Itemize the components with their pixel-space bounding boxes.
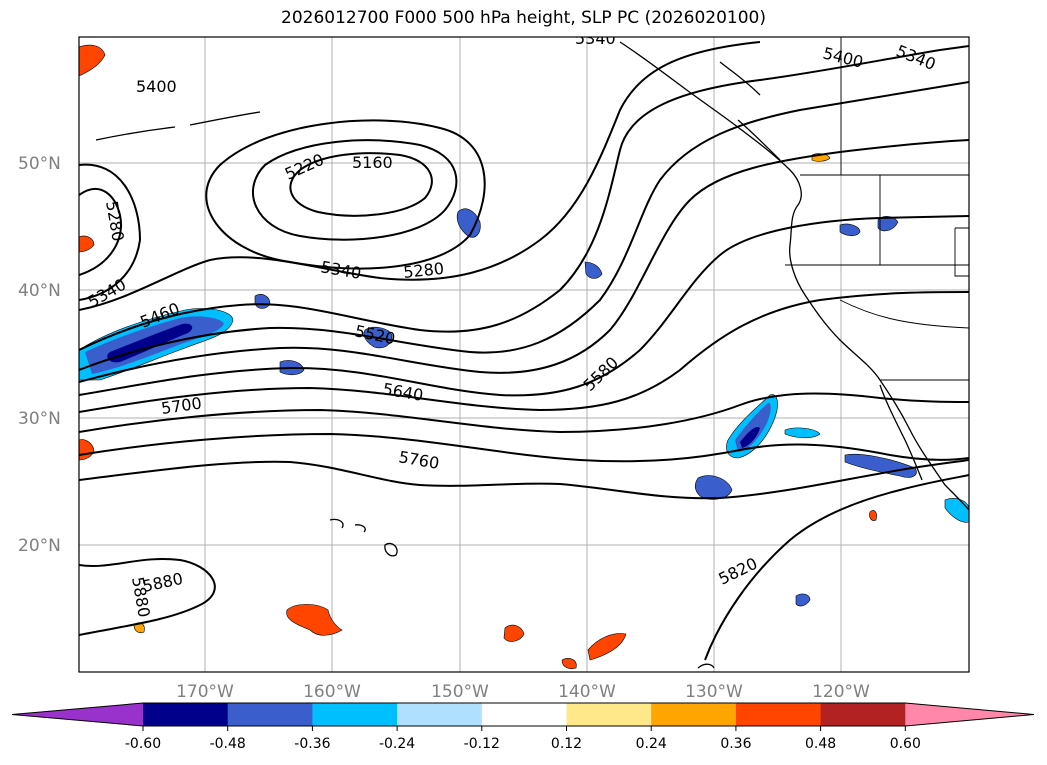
map-area: 5400 5340 5400 5220 5160 5280 5340 5280 …: [79, 29, 969, 672]
colorbar-segment: [651, 703, 737, 726]
colorbar-segment: [481, 703, 567, 726]
lat-label: 20°N: [18, 536, 61, 556]
colorbar-segment: [227, 703, 313, 726]
coastlines: [95, 41, 969, 669]
lat-label: 50°N: [18, 154, 61, 174]
colorbar-tick-label: -0.36: [294, 736, 330, 752]
colorbar-tick-label: 0.12: [551, 736, 582, 752]
map-title: 2026012700 F000 500 hPa height, SLP PC (…: [281, 8, 766, 28]
contour-label: 5280: [402, 259, 444, 282]
lon-label: 140°W: [558, 682, 616, 702]
colorbar-tick-label: -0.24: [379, 736, 415, 752]
lat-label: 30°N: [18, 409, 61, 429]
colorbar-tick-label: -0.60: [125, 736, 161, 752]
slp-anomaly-shading: [79, 44, 969, 670]
colorbar-tick-label: 0.60: [890, 736, 921, 752]
lon-label: 130°W: [685, 682, 743, 702]
colorbar-segment: [735, 703, 822, 726]
contour-label: 5400: [136, 77, 177, 96]
lon-label: 120°W: [812, 682, 870, 702]
map-frame: [78, 36, 970, 673]
colorbar-extend-low: [12, 703, 143, 726]
lon-label: 170°W: [176, 682, 234, 702]
colorbar-segment: [312, 703, 398, 726]
colorbar-tick-label: -0.12: [464, 736, 500, 752]
lon-label: 160°W: [303, 682, 361, 702]
colorbar-segment: [566, 703, 652, 726]
lon-label: 150°W: [431, 682, 489, 702]
colorbar-segment: [143, 703, 229, 726]
contour-label: 5160: [352, 153, 393, 172]
height-contours: [79, 41, 969, 661]
colorbar-tick-label: -0.48: [210, 736, 246, 752]
contour-label: 5340: [575, 29, 616, 48]
colorbar-tick-label: 0.36: [720, 736, 751, 752]
colorbar-segment: [820, 703, 906, 726]
borders: [785, 37, 969, 381]
colorbar: -0.60 -0.48 -0.36 -0.24 -0.12 0.12 0.24 0.36 0.4…: [11, 702, 1035, 752]
longitude-labels: 170°W 160°W 150°W 140°W 130°W 120°W: [176, 682, 870, 702]
colorbar-extend-high: [905, 703, 1034, 726]
colorbar-tick-label: 0.24: [636, 736, 667, 752]
colorbar-segment: [397, 703, 483, 726]
colorbar-tick-label: 0.48: [805, 736, 836, 752]
lat-label: 40°N: [18, 281, 61, 301]
latitude-labels: 50°N 40°N 30°N 20°N: [18, 154, 61, 556]
